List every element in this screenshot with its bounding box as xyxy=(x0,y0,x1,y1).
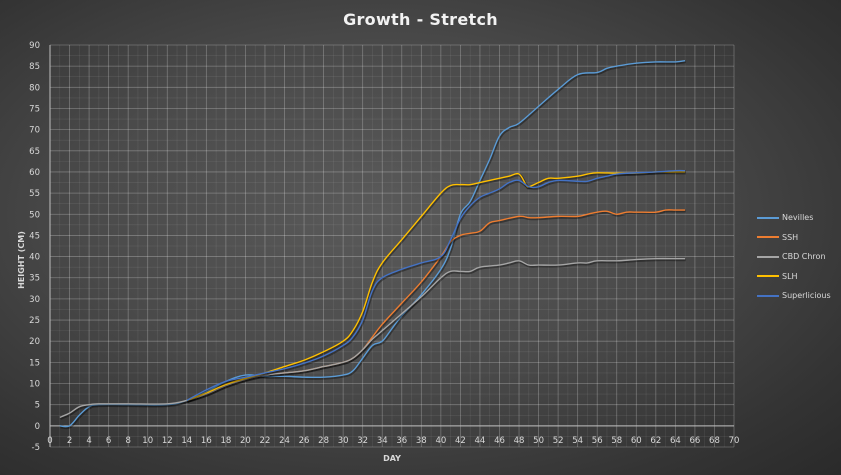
x-tick-label: 40 xyxy=(435,436,446,446)
y-tick-label: 30 xyxy=(29,295,40,305)
x-tick-label: 46 xyxy=(494,436,505,446)
x-tick-label: 56 xyxy=(592,436,603,446)
x-tick-label: 32 xyxy=(357,436,368,446)
y-tick-label: 10 xyxy=(29,380,40,390)
legend-label: Superlicious xyxy=(782,291,831,301)
y-tick-label: 0 xyxy=(35,422,40,432)
x-tick-label: 14 xyxy=(181,436,192,446)
x-tick-label: 28 xyxy=(318,436,329,446)
x-tick-label: 54 xyxy=(572,436,583,446)
y-tick-label: 35 xyxy=(29,274,40,284)
legend-swatch xyxy=(757,236,779,239)
x-tick-label: 0 xyxy=(47,436,52,446)
y-tick-label: 70 xyxy=(29,126,40,136)
x-tick-label: 12 xyxy=(162,436,173,446)
x-tick-label: 42 xyxy=(455,436,466,446)
x-tick-label: 38 xyxy=(416,436,427,446)
legend-label: CBD Chron xyxy=(782,252,826,262)
legend-label: SLH xyxy=(782,271,798,281)
x-tick-label: 16 xyxy=(201,436,212,446)
x-tick-label: 48 xyxy=(514,436,525,446)
legend-swatch xyxy=(757,216,779,219)
legend-item-cbd-chron: CBD Chron xyxy=(757,247,841,267)
y-tick-label: 75 xyxy=(29,104,40,114)
series-lines xyxy=(59,59,686,430)
series-line-cbd-chron xyxy=(59,257,686,419)
legend-item-slh: SLH xyxy=(757,267,841,287)
legend-label: SSH xyxy=(782,232,799,242)
x-tick-label: 58 xyxy=(611,436,622,446)
x-tick-label: 50 xyxy=(533,436,544,446)
series-line-ssh xyxy=(186,209,686,402)
y-tick-label: 20 xyxy=(29,337,40,347)
y-tick-label: 85 xyxy=(29,62,40,72)
x-tick-label: 44 xyxy=(475,436,486,446)
x-tick-label: 2 xyxy=(67,436,72,446)
series-line-superlicious xyxy=(186,169,686,402)
x-tick-label: 8 xyxy=(125,436,130,446)
y-tick-label: 40 xyxy=(29,253,40,263)
y-tick-label: 90 xyxy=(29,41,40,51)
x-tick-label: 60 xyxy=(631,436,642,446)
x-tick-label: 10 xyxy=(142,436,153,446)
y-axis-ticks: -5 0 5 10 15 20 25 30 35 40 45 50 55 60 65 70 75 80 85 90 xyxy=(29,41,40,453)
x-tick-label: 30 xyxy=(338,436,349,446)
x-tick-label: 4 xyxy=(86,436,91,446)
x-tick-label: 52 xyxy=(553,436,564,446)
x-tick-label: 64 xyxy=(670,436,681,446)
legend: Nevilles SSH CBD Chron SLH Superlicious xyxy=(757,208,841,306)
x-tick-label: 36 xyxy=(396,436,407,446)
y-tick-label: 45 xyxy=(29,231,40,241)
y-tick-label: 80 xyxy=(29,83,40,93)
y-tick-label: 5 xyxy=(35,401,40,411)
y-tick-label: 65 xyxy=(29,147,40,157)
x-tick-label: 26 xyxy=(299,436,310,446)
y-tick-label: 50 xyxy=(29,210,40,220)
legend-label: Nevilles xyxy=(782,213,814,223)
x-tick-label: 20 xyxy=(240,436,251,446)
x-tick-label: 62 xyxy=(650,436,661,446)
chart-title: Growth - Stretch xyxy=(343,10,498,29)
y-tick-label: 55 xyxy=(29,189,40,199)
legend-item-nevilles: Nevilles xyxy=(757,208,841,228)
y-tick-label: 25 xyxy=(29,316,40,326)
y-tick-label: 15 xyxy=(29,358,40,368)
x-tick-label: 6 xyxy=(106,436,111,446)
legend-item-ssh: SSH xyxy=(757,228,841,248)
legend-item-superlicious: Superlicious xyxy=(757,286,841,306)
y-tick-label: 60 xyxy=(29,168,40,178)
x-tick-label: 24 xyxy=(279,436,290,446)
x-tick-label: 18 xyxy=(220,436,231,446)
legend-swatch xyxy=(757,294,779,297)
x-tick-label: 22 xyxy=(260,436,271,446)
x-axis-label: DAY xyxy=(383,454,401,463)
legend-swatch xyxy=(757,275,779,278)
legend-swatch xyxy=(757,255,779,258)
gridlines xyxy=(49,44,735,448)
x-tick-label: 70 xyxy=(729,436,740,446)
x-tick-label: 34 xyxy=(377,436,388,446)
y-tick-label: -5 xyxy=(32,443,40,453)
series-line-slh xyxy=(186,171,686,402)
x-tick-label: 66 xyxy=(690,436,701,446)
x-axis-ticks: 0 2 4 6 8 10 12 14 16 18 20 22 24 26 28 30 32 34 36 38 40 42 4… xyxy=(47,436,739,446)
y-axis-label: HEIGHT (CM) xyxy=(17,231,26,289)
x-tick-label: 68 xyxy=(709,436,720,446)
